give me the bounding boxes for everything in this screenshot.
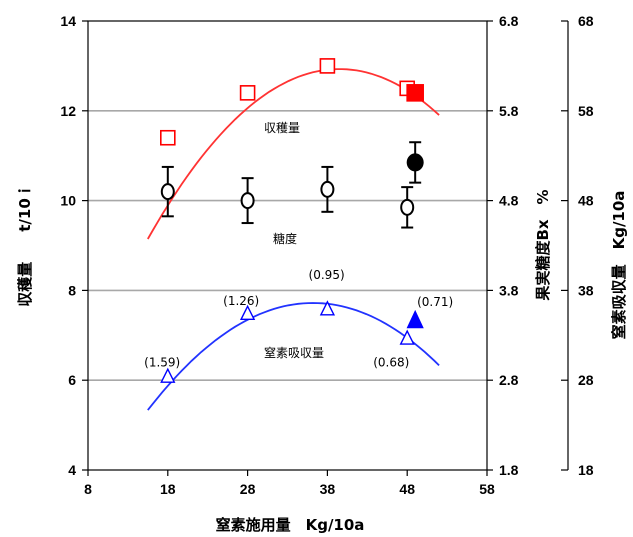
y-left-tick-label: 12 [60, 103, 76, 119]
x-tick-label: 48 [399, 481, 415, 497]
nitrogen-point-highlight [406, 309, 424, 329]
y-left-tick-label: 14 [60, 13, 76, 29]
plot-frame [87, 20, 488, 471]
annotation-label: (1.59) [144, 356, 180, 370]
yield-point [319, 58, 336, 74]
sugar-point [160, 183, 175, 201]
series-label-sugar: 糖度 [273, 231, 297, 246]
y-right1-tick-label: 4.8 [499, 193, 519, 209]
annotation-label: (0.95) [309, 268, 345, 282]
trend-curves [147, 68, 440, 411]
nitrogen-point [160, 367, 176, 383]
yield-point [160, 129, 176, 146]
y-left-axis-title: 収穫量 t/10ｉ [16, 183, 34, 307]
sugar-point [320, 180, 335, 198]
x-tick-label: 18 [160, 481, 176, 497]
y-right2-axis-title: 窒素吸収量 Kg/10a [610, 191, 628, 340]
y-left-tick-label: 8 [68, 282, 76, 298]
y-right1-axis-title: 果実糖度Bx % [534, 189, 552, 301]
sugar-point-highlight [406, 153, 424, 172]
gridlines [88, 110, 487, 382]
series-label-yield: 収穫量 [264, 121, 300, 135]
y-right2-tick-label: 38 [578, 282, 594, 298]
annotation-label: (1.26) [223, 294, 259, 308]
annotation-label: (0.71) [417, 295, 453, 309]
yield-curve [147, 68, 440, 240]
yield-point-highlight [406, 84, 424, 102]
x-tick-label: 58 [479, 481, 495, 497]
y-right1-tick-label: 6.8 [499, 13, 519, 29]
yield-point [239, 85, 256, 101]
series-label-nitrogen: 窒素吸収量 [264, 345, 324, 360]
y-right1-tick-label: 2.8 [499, 372, 519, 388]
labels: (1.59)(1.26)(0.95)(0.71)(0.68)収穫量糖度窒素吸収量… [16, 121, 628, 534]
y-right1-tick-label: 1.8 [499, 462, 519, 478]
nitrogen-point [319, 300, 336, 316]
y-right2-tick-label: 68 [578, 13, 594, 29]
x-tick-label: 28 [240, 481, 256, 497]
y-left-tick-label: 6 [68, 372, 76, 388]
nitrogen-curve [147, 302, 440, 411]
annotation-label: (0.68) [373, 356, 409, 370]
y-right1-tick-label: 5.8 [499, 103, 519, 119]
y-right2-tick-label: 48 [578, 193, 594, 209]
nitrogen-point [399, 329, 415, 345]
x-tick-label: 8 [84, 481, 92, 497]
x-axis-title: 窒素施用量 Kg/10a [216, 516, 365, 534]
y-right2-tick-label: 18 [578, 462, 594, 478]
sugar-point [240, 192, 255, 210]
y-right2-tick-label: 28 [578, 372, 594, 388]
nitrogen-point [239, 304, 256, 321]
data-marks [160, 58, 424, 383]
y-right1-tick-label: 3.8 [499, 282, 519, 298]
y-left-tick-label: 4 [68, 462, 76, 478]
axes: 8 18 28 38 48 584681012141.82.83.84.85.86.818… [60, 13, 593, 497]
x-tick-label: 38 [320, 481, 336, 497]
y-right2-tick-label: 58 [578, 103, 594, 119]
y-left-tick-label: 10 [60, 193, 76, 209]
sugar-point [400, 198, 415, 216]
